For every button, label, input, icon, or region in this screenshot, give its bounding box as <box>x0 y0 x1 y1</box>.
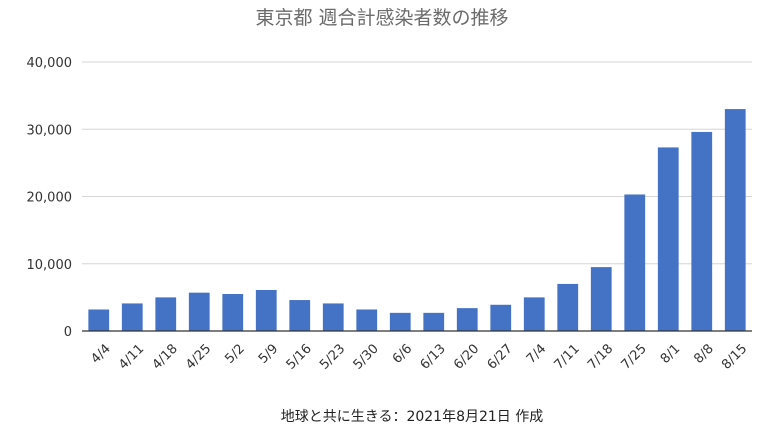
bar-7-4 <box>523 297 545 331</box>
y-tick-label: 10,000 <box>27 258 73 273</box>
x-tick-label: 8/1 <box>658 341 683 366</box>
bar-4-4 <box>88 309 110 331</box>
bar-6-13 <box>423 312 445 331</box>
bar-8-1 <box>657 147 679 331</box>
x-axis-ticks: 4/4 4/11 4/18 4/25 5/2 5/9 5/16 5/23 5/30 6/6 6/13… <box>88 341 750 372</box>
bar-4-25 <box>188 292 210 331</box>
bars <box>88 109 746 331</box>
x-tick-label: 5/30 <box>351 341 382 372</box>
y-tick-label: 20,000 <box>27 191 73 206</box>
y-tick-label: 30,000 <box>27 123 73 138</box>
bar-8-8 <box>691 131 713 331</box>
bar-6-27 <box>490 304 512 331</box>
x-tick-label: 7/25 <box>619 341 650 372</box>
x-tick-label: 4/11 <box>116 341 147 372</box>
bar-5-23 <box>322 303 344 331</box>
y-axis-ticks: 0 10,000 20,000 30,000 40,000 <box>27 56 73 340</box>
x-tick-label: 5/2 <box>222 341 247 366</box>
bar-4-18 <box>155 297 177 331</box>
bar-4-11 <box>121 303 143 331</box>
bar-7-18 <box>590 267 612 331</box>
x-tick-label: 4/25 <box>183 341 214 372</box>
x-tick-label: 8/15 <box>719 341 750 372</box>
bar-5-16 <box>289 300 311 331</box>
y-tick-label: 0 <box>64 325 72 340</box>
bar-7-25 <box>624 194 646 331</box>
x-tick-label: 6/13 <box>418 341 449 372</box>
grid-layer <box>82 61 752 265</box>
bar-5-2 <box>222 294 244 331</box>
bar-5-9 <box>255 289 277 331</box>
x-tick-label: 6/20 <box>451 341 482 372</box>
bar-8-15 <box>724 109 746 331</box>
x-tick-label: 4/4 <box>88 341 113 366</box>
x-tick-label: 6/27 <box>485 341 516 372</box>
x-tick-label: 5/23 <box>317 341 348 372</box>
x-tick-label: 8/8 <box>691 341 716 366</box>
x-tick-label: 5/9 <box>256 341 281 366</box>
x-tick-label: 7/11 <box>552 341 583 372</box>
bar-5-30 <box>356 309 378 331</box>
bar-7-11 <box>557 283 579 331</box>
x-tick-label: 6/6 <box>390 341 415 366</box>
y-tick-label: 40,000 <box>27 56 73 71</box>
x-tick-label: 7/4 <box>524 341 549 366</box>
bar-6-6 <box>389 312 411 331</box>
x-tick-label: 4/18 <box>150 341 181 372</box>
bar-6-20 <box>456 308 478 331</box>
source-note: 地球と共に生きる：2021年8月21日 作成 <box>281 409 544 425</box>
x-tick-label: 5/16 <box>284 341 315 372</box>
x-tick-label: 7/18 <box>585 341 616 372</box>
chart-title: 東京都 週合計感染者数の推移 <box>255 7 508 29</box>
